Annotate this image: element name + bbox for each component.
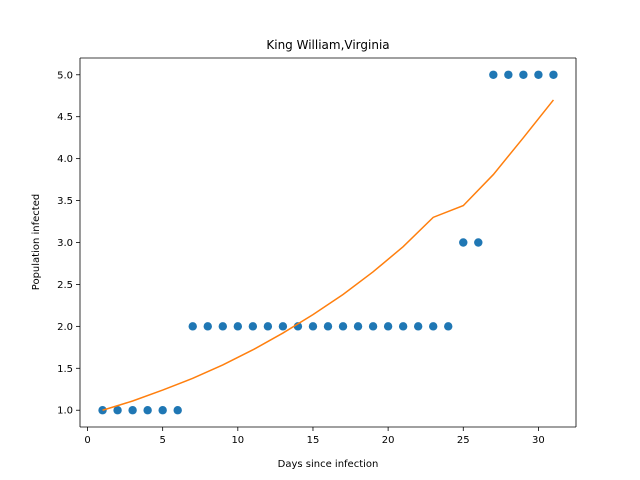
data-point bbox=[218, 322, 227, 331]
x-tick-label: 20 bbox=[382, 435, 395, 446]
data-point bbox=[308, 322, 318, 331]
y-tick-label: 4.5 bbox=[57, 112, 73, 123]
y-tick-label: 3.0 bbox=[57, 238, 73, 249]
data-point bbox=[233, 322, 243, 331]
data-point bbox=[429, 322, 438, 331]
chart-title: King William,Virginia bbox=[266, 38, 389, 52]
x-tick-label: 25 bbox=[457, 435, 470, 446]
y-tick-label: 1.5 bbox=[57, 364, 73, 375]
data-point bbox=[368, 322, 378, 331]
y-tick-label: 1.0 bbox=[57, 406, 73, 417]
data-point bbox=[113, 406, 122, 415]
data-point bbox=[549, 70, 558, 79]
x-tick-label: 10 bbox=[231, 435, 244, 446]
y-tick-label: 2.0 bbox=[57, 322, 73, 333]
data-point bbox=[173, 406, 182, 415]
y-tick-label: 4.0 bbox=[57, 154, 73, 165]
data-point bbox=[413, 322, 423, 331]
data-point bbox=[489, 70, 498, 79]
plot-area: 0 5 10 15 20 25 30 1.0 1.5 2.0 2.5 3.0 3.5 4.0 4.5 5.0 bbox=[57, 57, 577, 446]
data-point bbox=[248, 322, 258, 331]
data-point bbox=[474, 238, 483, 247]
data-point bbox=[398, 322, 408, 331]
data-point bbox=[278, 322, 288, 331]
data-point bbox=[323, 322, 333, 331]
data-point bbox=[263, 322, 273, 331]
data-point bbox=[128, 406, 137, 415]
data-point bbox=[353, 322, 363, 331]
data-point bbox=[188, 322, 197, 331]
x-tick-label: 0 bbox=[84, 435, 90, 446]
data-point bbox=[444, 322, 453, 331]
x-tick-label: 30 bbox=[532, 435, 545, 446]
data-point bbox=[338, 322, 348, 331]
data-point bbox=[519, 70, 528, 79]
y-tick-label: 3.5 bbox=[57, 196, 73, 207]
data-point bbox=[143, 406, 152, 415]
data-point bbox=[158, 406, 167, 415]
y-tick-label: 5.0 bbox=[57, 70, 73, 81]
y-tick-label: 2.5 bbox=[57, 280, 73, 291]
data-point bbox=[203, 322, 212, 331]
x-tick-label: 15 bbox=[307, 435, 320, 446]
x-axis-label: Days since infection bbox=[278, 459, 379, 470]
data-point bbox=[504, 70, 513, 79]
x-tick-label: 5 bbox=[159, 435, 165, 446]
data-point bbox=[459, 238, 468, 247]
fit-curve-line bbox=[102, 99, 555, 411]
y-axis-label: Population infected bbox=[31, 194, 42, 290]
data-point bbox=[383, 322, 393, 331]
data-point bbox=[534, 70, 543, 79]
